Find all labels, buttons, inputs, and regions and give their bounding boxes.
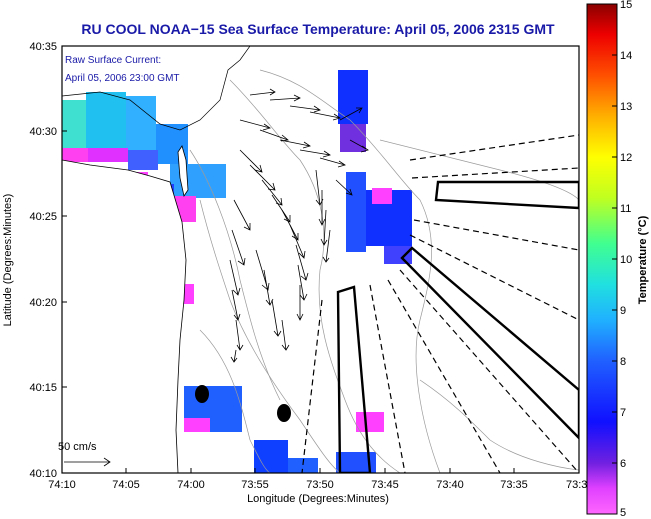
colorbar-tick-label: 12 [620,152,632,164]
colorbar-tick-label: 5 [620,507,626,519]
colorbar-tick-label: 14 [620,50,632,62]
x-tick-label: 74:00 [177,479,205,491]
long-island-coast [62,46,251,131]
land-mass [62,159,187,473]
colorbar-ticks [612,3,617,515]
colorbar-tick-label: 11 [620,203,631,215]
x-tick-label: 73:50 [306,479,334,491]
colorbar-tick-label: 10 [620,254,632,266]
y-tick-label: 40:25 [29,211,57,223]
x-axis-label: Longitude (Degrees:Minutes) [247,493,389,505]
colorbar-tick-label: 13 [620,101,632,113]
area-outlines [336,180,579,473]
chart-title: RU COOL NOAA−15 Sea Surface Temperature:… [81,21,555,37]
colorbar-tick-label: 8 [620,356,626,368]
marker-dot [277,404,291,422]
overlay-line-1: Raw Surface Current: [65,55,161,66]
x-tick-label: 73:35 [500,479,528,491]
bathymetry-contours [189,69,579,473]
y-axis: 40:35 40:30 40:25 40:20 40:15 40:10 [29,41,67,480]
x-axis: 74:10 74:05 74:00 73:55 73:50 73:45 73:4… [48,468,587,491]
y-tick-label: 40:30 [29,126,57,138]
sandy-hook [177,145,189,198]
colorbar-label: Temperature (°C) [637,215,649,304]
x-tick-label: 73:40 [436,479,464,491]
y-tick-label: 40:20 [29,297,57,309]
marker-dot [195,385,209,403]
colorbar-tick-label: 9 [620,305,626,317]
x-tick-label: 74:05 [112,479,140,491]
x-tick-label: 73:55 [241,479,269,491]
transect-lines [301,134,579,473]
scale-label: 50 cm/s [58,441,97,453]
colorbar-tick-label: 7 [620,407,626,419]
x-tick-label: 74:10 [48,479,76,491]
overlay-line-2: April 05, 2006 23:00 GMT [65,73,180,84]
x-tick-label: 73:3 [566,479,587,491]
x-tick-label: 73:45 [371,479,399,491]
y-tick-label: 40:35 [29,41,57,53]
y-tick-label: 40:15 [29,382,57,394]
colorbar-tick-label: 15 [620,0,632,11]
y-axis-label: Latitude (Degrees:Minutes) [2,194,14,327]
surface-current-vectors [64,88,369,467]
colorbar-tick-label: 6 [620,458,626,470]
y-tick-label: 40:10 [29,468,57,480]
